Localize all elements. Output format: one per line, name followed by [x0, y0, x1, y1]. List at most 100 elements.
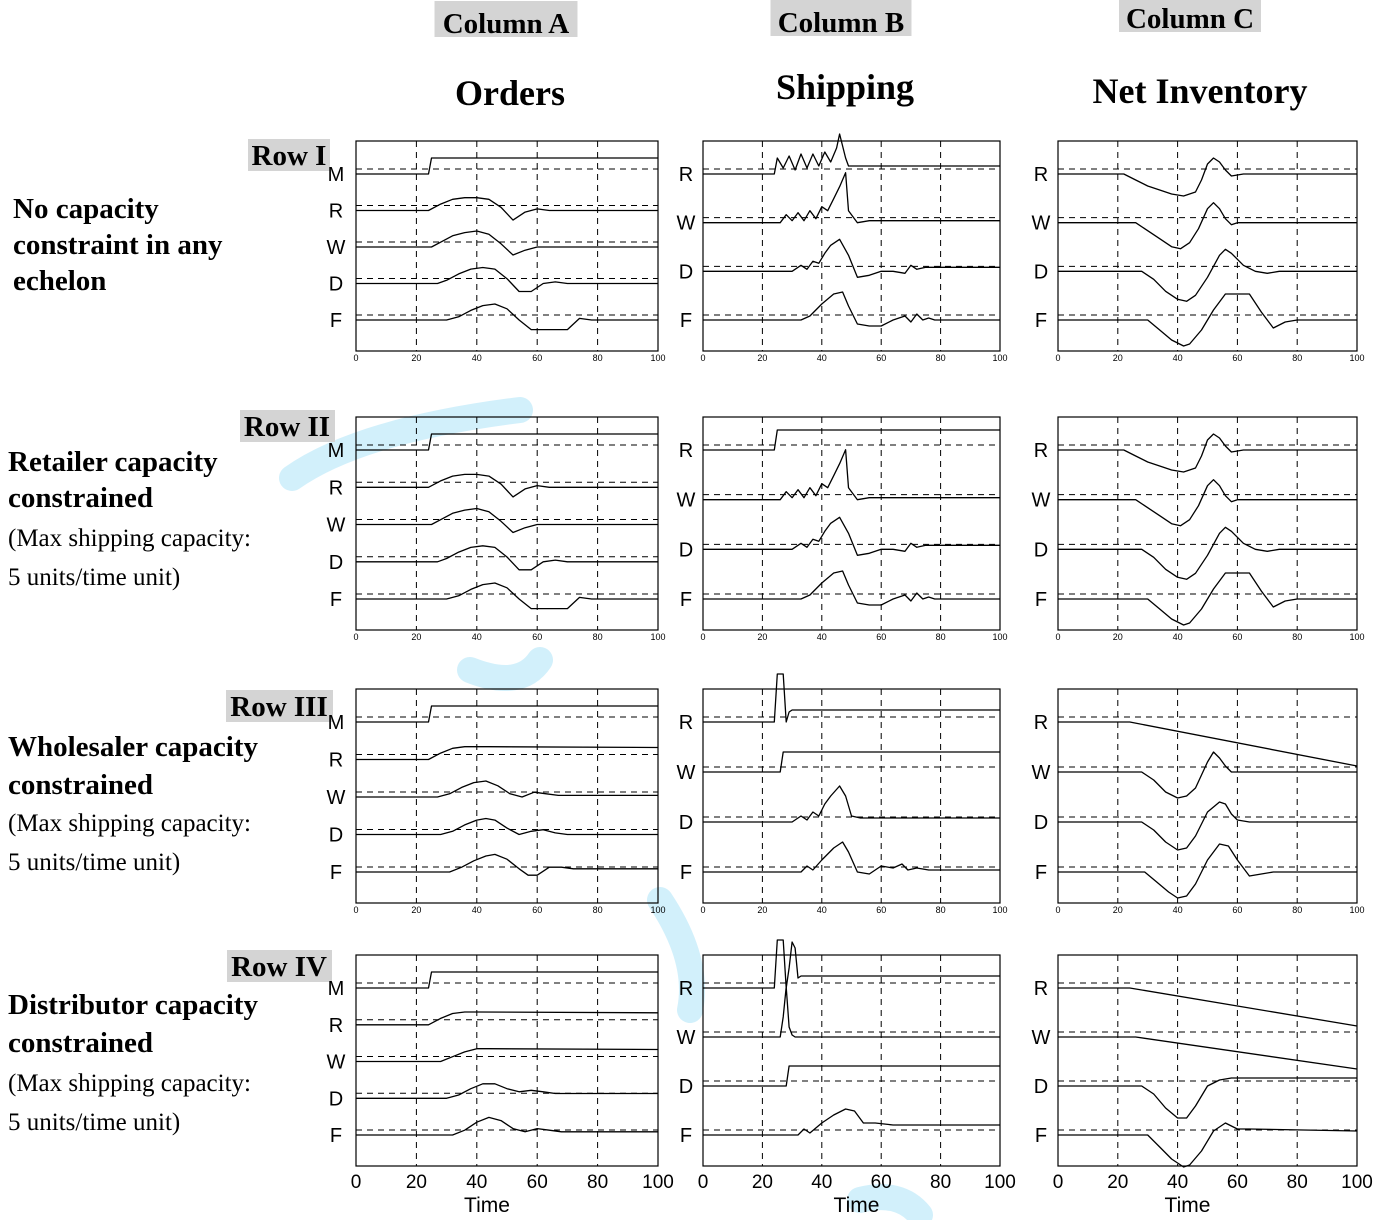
- series-label: R: [329, 201, 343, 223]
- x-tick-label: 40: [472, 353, 482, 363]
- series-label: W: [1032, 762, 1051, 784]
- series-line: [356, 545, 658, 571]
- series-label: W: [677, 1027, 696, 1049]
- x-tick-label: 0: [700, 905, 705, 915]
- x-tick-label: 0: [353, 353, 358, 363]
- panel-frame: [355, 954, 659, 1167]
- x-tick-label: 0: [700, 632, 705, 642]
- x-tick-label: 100: [1349, 353, 1364, 363]
- series-label: D: [329, 825, 343, 847]
- panel-frame: [1057, 688, 1358, 904]
- row-note: (Max shipping capacity:: [8, 810, 251, 837]
- x-tick-label: 60: [876, 632, 886, 642]
- series-line: [356, 507, 658, 534]
- series-line: [356, 1083, 658, 1099]
- x-tick-label: 60: [876, 353, 886, 363]
- row-tag-highlight: [227, 950, 332, 982]
- row-tag-highlight: [248, 139, 330, 171]
- series-line: [356, 157, 658, 175]
- x-tick-label: 20: [1113, 905, 1123, 915]
- series-label: R: [1034, 440, 1048, 462]
- series-line: [703, 939, 1000, 989]
- panel-frame: [702, 688, 1001, 904]
- series-label: R: [679, 978, 693, 1000]
- series-line: [703, 238, 1000, 278]
- series-line: [356, 1011, 659, 1026]
- x-tick-label: 20: [411, 353, 421, 363]
- x-axis-title: Time: [1165, 1194, 1211, 1217]
- row-note: (Max shipping capacity:: [8, 525, 251, 552]
- series-line: [356, 473, 658, 498]
- series-label: D: [329, 1088, 343, 1110]
- series-line: [703, 133, 1000, 175]
- x-tick-label: 40: [472, 632, 482, 642]
- series-label: W: [677, 213, 696, 235]
- x-tick-label: 20: [406, 1172, 427, 1193]
- x-tick-label: 80: [593, 632, 603, 642]
- x-tick-label: 0: [351, 1172, 362, 1193]
- panel: R W D F 0 20 40 60 80 100: [677, 416, 1008, 642]
- panel-frame: [1057, 140, 1358, 352]
- series-line: [703, 1065, 1000, 1087]
- panel: R W D F 0 20 40 60 80 100: [1032, 140, 1365, 363]
- x-tick-label: 80: [936, 905, 946, 915]
- series-line: [1058, 801, 1357, 851]
- x-tick-label: 100: [992, 905, 1007, 915]
- x-tick-label: 80: [936, 353, 946, 363]
- x-tick-label: 60: [532, 632, 542, 642]
- series-label: R: [329, 1015, 343, 1037]
- series-line: [356, 853, 658, 876]
- panel-frame: [1057, 954, 1358, 1167]
- series-label: M: [328, 440, 345, 462]
- series-label: D: [679, 812, 693, 834]
- series-label: R: [1034, 978, 1048, 1000]
- x-tick-label: 40: [817, 632, 827, 642]
- column-tag: Column A: [443, 8, 570, 40]
- series-line: [356, 1116, 658, 1136]
- series-line: [356, 433, 658, 451]
- x-tick-label: 20: [1107, 1172, 1128, 1193]
- series-line: [1058, 248, 1357, 302]
- series-label: D: [329, 274, 343, 296]
- series-label: F: [1035, 310, 1047, 332]
- row-note: 5 units/time unit): [8, 849, 180, 876]
- x-tick-label: 100: [650, 353, 665, 363]
- x-tick-label: 0: [353, 905, 358, 915]
- series-line: [356, 971, 658, 989]
- x-tick-label: 100: [642, 1172, 674, 1193]
- row-description: constrained: [8, 1027, 153, 1059]
- series-label: F: [680, 589, 692, 611]
- series-line: [703, 1108, 1000, 1136]
- series-line: [356, 303, 658, 331]
- x-tick-label: 60: [532, 905, 542, 915]
- row-note: 5 units/time unit): [8, 564, 180, 591]
- series-line: [356, 817, 658, 836]
- series-line: [1058, 433, 1357, 473]
- x-tick-label: 0: [698, 1172, 709, 1193]
- column-headers: Column A Orders Column B Shipping Column C Ne…: [434, 0, 1307, 113]
- x-tick-label: 100: [1341, 1172, 1373, 1193]
- series-line: [356, 582, 658, 610]
- series-label: F: [330, 1125, 342, 1147]
- x-tick-label: 20: [1113, 353, 1123, 363]
- row-description: Retailer capacity: [8, 446, 218, 478]
- series-label: R: [679, 164, 693, 186]
- row-description: Wholesaler capacity: [8, 731, 258, 763]
- series-label: W: [1032, 213, 1051, 235]
- x-axis-title: Time: [464, 1194, 510, 1217]
- series-line: [1058, 1036, 1358, 1070]
- row-description: constrained: [8, 482, 153, 514]
- x-tick-label: 20: [1113, 632, 1123, 642]
- series-line: [1058, 987, 1358, 1027]
- x-tick-label: 80: [1287, 1172, 1308, 1193]
- x-tick-label: 80: [930, 1172, 951, 1193]
- series-label: W: [1032, 1027, 1051, 1049]
- series-label: F: [680, 310, 692, 332]
- series-line: [356, 1048, 659, 1063]
- series-line: [1058, 843, 1357, 899]
- column-tag: Column C: [1126, 3, 1254, 35]
- x-tick-label: 40: [1173, 632, 1183, 642]
- panel: R W D F 0 20 40 60 80 100: [677, 673, 1008, 915]
